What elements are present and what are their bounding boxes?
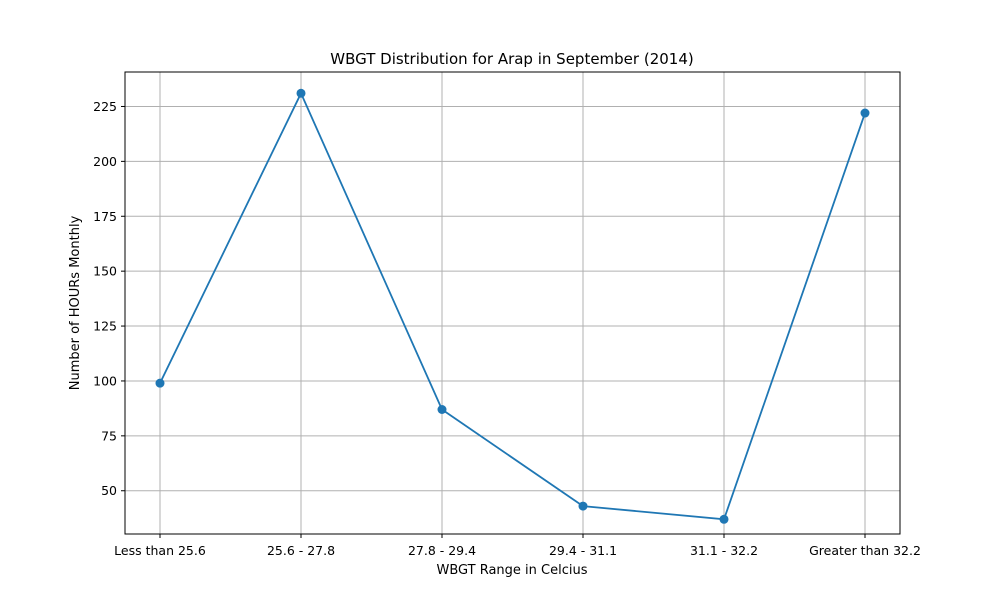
plot-frame — [124, 71, 901, 535]
y-tick-label: 75 — [101, 428, 117, 443]
x-tick-label: 25.6 - 27.8 — [267, 543, 335, 558]
x-tick-label: Less than 25.6 — [114, 543, 206, 558]
series-line — [159, 91, 866, 521]
y-tick-label: 100 — [93, 373, 117, 388]
x-axis-ticks: Less than 25.6 25.6 - 27.8 27.8 - 29.4 29.4… — [114, 534, 921, 558]
x-axis-label: WBGT Range in Celcius — [436, 563, 587, 578]
y-tick-label: 225 — [93, 99, 117, 114]
data-point — [296, 88, 306, 98]
x-tick-label: 31.1 - 32.2 — [690, 543, 758, 558]
y-tick-label: 50 — [101, 483, 117, 498]
y-tick-label: 200 — [93, 154, 117, 169]
y-tick-label: 150 — [93, 264, 117, 279]
data-point — [860, 108, 870, 118]
series-layer — [155, 88, 870, 524]
chart-title: WBGT Distribution for Arap in September … — [330, 50, 693, 68]
y-tick-label: 175 — [93, 209, 117, 224]
data-point — [437, 404, 447, 414]
x-tick-label: 27.8 - 29.4 — [408, 543, 476, 558]
grid-lines — [125, 72, 900, 534]
y-tick-label: 125 — [93, 319, 117, 334]
x-tick-label: Greater than 32.2 — [809, 543, 921, 558]
y-axis-label: Number of HOURs Monthly — [68, 215, 83, 390]
y-axis-ticks: 50 75 100 125 150 175 200 225 — [93, 99, 125, 498]
data-point — [155, 378, 165, 388]
data-point — [719, 514, 729, 524]
x-tick-label: 29.4 - 31.1 — [549, 543, 617, 558]
data-point — [578, 501, 588, 511]
